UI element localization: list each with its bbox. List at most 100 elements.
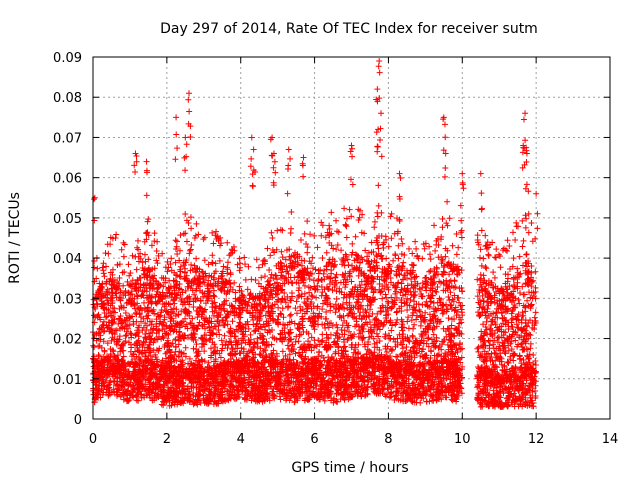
data-point	[113, 231, 120, 238]
data-point	[253, 256, 260, 263]
data-point	[268, 229, 275, 236]
data-point	[279, 305, 286, 312]
data-point	[103, 313, 110, 320]
data-point	[266, 267, 273, 274]
data-point	[151, 238, 158, 245]
data-point	[164, 268, 171, 275]
data-point	[116, 333, 123, 340]
data-point	[346, 206, 353, 213]
data-point	[148, 321, 155, 328]
data-point	[323, 308, 330, 315]
data-point	[248, 276, 255, 283]
data-point	[139, 259, 146, 266]
data-point	[355, 206, 362, 213]
data-point	[209, 260, 216, 267]
data-point	[164, 258, 171, 265]
data-point	[324, 334, 331, 341]
data-point	[224, 259, 231, 266]
data-point	[298, 237, 305, 244]
data-point	[412, 238, 419, 245]
data-point	[143, 236, 150, 243]
data-point	[375, 202, 382, 209]
data-point	[120, 253, 127, 260]
data-point	[286, 312, 293, 319]
data-point	[282, 352, 289, 359]
data-point	[439, 215, 446, 222]
data-point	[296, 332, 303, 339]
data-point	[358, 278, 365, 285]
data-point	[195, 322, 202, 329]
data-point	[456, 320, 463, 327]
data-point	[319, 222, 326, 229]
data-point	[304, 244, 311, 251]
data-point	[333, 217, 340, 224]
data-point	[102, 250, 109, 257]
data-point	[122, 309, 129, 316]
data-point	[188, 242, 195, 249]
data-point	[420, 317, 427, 324]
chart-title: Day 297 of 2014, Rate Of TEC Index for r…	[160, 21, 538, 37]
data-point	[395, 242, 402, 249]
data-point	[127, 270, 134, 277]
data-point	[314, 244, 321, 251]
data-point	[371, 218, 378, 225]
data-point	[279, 227, 286, 234]
data-point	[447, 302, 454, 309]
data-point	[149, 318, 156, 325]
data-point	[295, 325, 302, 332]
data-point	[182, 276, 189, 283]
data-point	[263, 342, 270, 349]
data-point	[395, 255, 402, 262]
data-point	[405, 314, 412, 321]
data-point	[442, 253, 449, 260]
data-point	[319, 289, 326, 296]
data-point	[153, 247, 160, 254]
data-point	[456, 299, 463, 306]
data-point	[301, 230, 308, 237]
data-point	[277, 226, 284, 233]
data-point	[113, 341, 120, 348]
data-point	[419, 301, 426, 308]
data-point	[278, 248, 285, 255]
data-point	[154, 238, 161, 245]
data-point	[103, 288, 110, 295]
data-point	[318, 232, 325, 239]
data-point	[350, 266, 357, 273]
data-point	[305, 330, 312, 337]
data-point	[133, 266, 140, 273]
data-point	[242, 276, 249, 283]
data-point	[407, 349, 414, 356]
data-point	[307, 231, 314, 238]
data-point	[224, 239, 231, 246]
data-point	[126, 272, 133, 279]
data-point	[258, 324, 265, 331]
data-point	[100, 267, 107, 274]
data-point	[140, 282, 147, 289]
data-point	[364, 302, 371, 309]
data-point	[375, 182, 382, 189]
data-point	[349, 240, 356, 247]
data-point	[254, 343, 261, 350]
data-point	[339, 322, 346, 329]
data-point	[113, 392, 120, 399]
data-point	[151, 310, 158, 317]
data-point	[220, 263, 227, 270]
data-point	[398, 250, 405, 257]
data-point	[236, 267, 243, 274]
data-point	[105, 250, 112, 257]
data-point	[268, 305, 275, 312]
data-point	[194, 295, 201, 302]
data-point	[293, 310, 300, 317]
data-point	[277, 331, 284, 338]
data-point	[441, 262, 448, 269]
data-point	[190, 303, 197, 310]
data-point	[398, 280, 405, 287]
data-point	[410, 379, 417, 386]
data-point	[91, 257, 98, 264]
data-point	[411, 343, 418, 350]
data-point	[168, 255, 175, 262]
data-point	[205, 261, 212, 268]
data-point	[408, 281, 415, 288]
data-point	[244, 286, 251, 293]
data-point	[455, 244, 462, 251]
